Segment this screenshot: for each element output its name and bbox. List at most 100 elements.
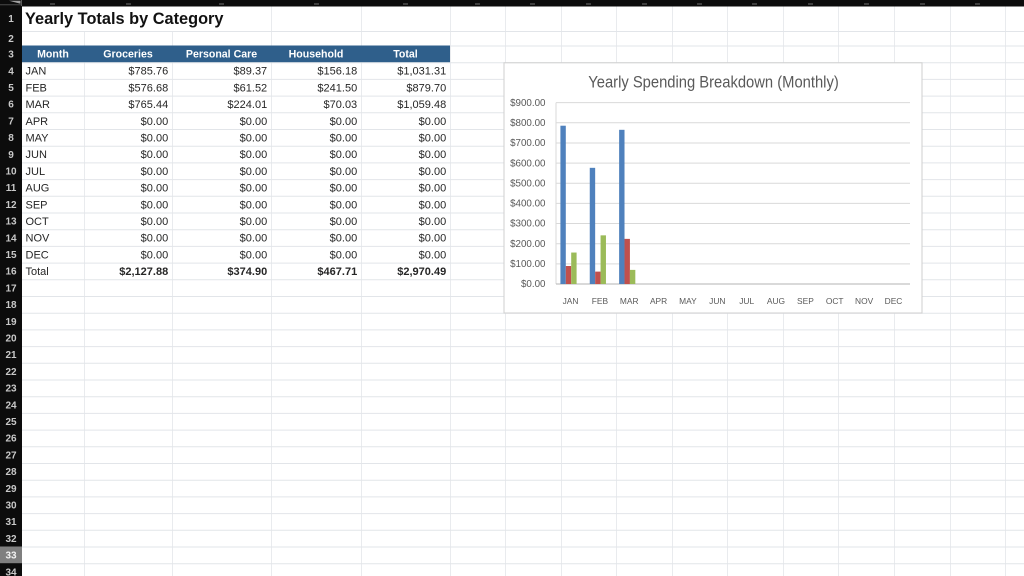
svg-text:$700.00: $700.00 (510, 138, 546, 149)
svg-text:23: 23 (5, 384, 17, 395)
svg-text:OCT: OCT (826, 296, 844, 306)
svg-text:5: 5 (8, 83, 14, 94)
svg-text:MAR: MAR (26, 99, 51, 111)
svg-text:14: 14 (5, 233, 17, 244)
svg-text:$0.00: $0.00 (141, 233, 169, 245)
svg-text:SEP: SEP (26, 199, 48, 211)
svg-text:18: 18 (5, 300, 17, 311)
svg-text:MAY: MAY (679, 296, 697, 306)
svg-text:20: 20 (5, 334, 17, 345)
svg-text:$300.00: $300.00 (510, 219, 546, 230)
svg-text:Personal Care: Personal Care (186, 48, 257, 60)
svg-text:$0.00: $0.00 (141, 249, 169, 261)
svg-text:APR: APR (26, 116, 49, 128)
svg-text:$224.01: $224.01 (227, 99, 267, 111)
svg-text:JUN: JUN (26, 149, 47, 161)
svg-text:DEC: DEC (885, 296, 903, 306)
svg-text:$0.00: $0.00 (240, 133, 268, 145)
svg-text:$0.00: $0.00 (419, 249, 447, 261)
svg-text:$0.00: $0.00 (330, 133, 358, 145)
svg-text:21: 21 (5, 350, 17, 361)
svg-text:Yearly Totals by Category: Yearly Totals by Category (25, 9, 224, 28)
svg-text:$1,059.48: $1,059.48 (397, 99, 446, 111)
svg-text:$0.00: $0.00 (330, 216, 358, 228)
svg-text:3: 3 (8, 50, 14, 61)
svg-text:$61.52: $61.52 (234, 82, 268, 94)
svg-text:FEB: FEB (26, 82, 47, 94)
svg-text:10: 10 (5, 167, 17, 178)
svg-text:13: 13 (5, 217, 17, 228)
svg-text:FEB: FEB (592, 296, 609, 306)
svg-text:7: 7 (8, 116, 14, 127)
svg-text:$0.00: $0.00 (330, 183, 358, 195)
svg-text:$0.00: $0.00 (330, 233, 358, 245)
svg-text:$0.00: $0.00 (419, 116, 447, 128)
svg-text:JUN: JUN (709, 296, 725, 306)
svg-text:NOV: NOV (855, 296, 874, 306)
svg-text:$2,970.49: $2,970.49 (397, 266, 446, 278)
svg-text:9: 9 (8, 150, 14, 161)
svg-text:Groceries: Groceries (103, 48, 153, 60)
svg-text:$0.00: $0.00 (330, 116, 358, 128)
svg-text:$156.18: $156.18 (317, 66, 357, 78)
svg-text:$1,031.31: $1,031.31 (397, 66, 446, 78)
svg-text:$0.00: $0.00 (141, 199, 169, 211)
svg-text:$0.00: $0.00 (419, 149, 447, 161)
svg-text:19: 19 (5, 317, 17, 328)
svg-text:$0.00: $0.00 (141, 166, 169, 178)
svg-text:Total: Total (26, 266, 49, 278)
svg-text:8: 8 (8, 133, 14, 144)
svg-text:$0.00: $0.00 (240, 199, 268, 211)
svg-text:$0.00: $0.00 (141, 116, 169, 128)
svg-text:28: 28 (5, 467, 17, 478)
svg-text:$0.00: $0.00 (419, 133, 447, 145)
svg-text:Total: Total (393, 48, 418, 60)
svg-text:$785.76: $785.76 (128, 66, 168, 78)
svg-text:4: 4 (8, 66, 14, 77)
svg-text:$500.00: $500.00 (510, 178, 546, 189)
svg-text:24: 24 (5, 400, 17, 411)
svg-text:11: 11 (6, 183, 17, 194)
svg-text:$0.00: $0.00 (141, 149, 169, 161)
svg-text:26: 26 (5, 434, 17, 445)
svg-text:Household: Household (289, 48, 344, 60)
svg-text:16: 16 (5, 267, 17, 278)
svg-text:$0.00: $0.00 (240, 166, 268, 178)
svg-text:$2,127.88: $2,127.88 (119, 266, 168, 278)
svg-text:NOV: NOV (26, 233, 51, 245)
svg-text:$0.00: $0.00 (330, 166, 358, 178)
svg-text:$0.00: $0.00 (240, 249, 268, 261)
svg-text:$467.71: $467.71 (317, 266, 357, 278)
svg-text:DEC: DEC (26, 249, 49, 261)
svg-text:$0.00: $0.00 (419, 183, 447, 195)
svg-text:$576.68: $576.68 (128, 82, 168, 94)
svg-text:$100.00: $100.00 (510, 259, 546, 270)
svg-text:$800.00: $800.00 (510, 118, 546, 129)
svg-text:APR: APR (650, 296, 667, 306)
svg-text:$0.00: $0.00 (330, 199, 358, 211)
svg-text:$765.44: $765.44 (128, 99, 168, 111)
svg-text:$0.00: $0.00 (419, 199, 447, 211)
svg-text:Yearly Spending Breakdown (Mon: Yearly Spending Breakdown (Monthly) (588, 72, 839, 91)
svg-text:$0.00: $0.00 (141, 183, 169, 195)
svg-text:$0.00: $0.00 (240, 233, 268, 245)
svg-text:$600.00: $600.00 (510, 158, 546, 169)
svg-text:$400.00: $400.00 (510, 199, 546, 210)
svg-text:SEP: SEP (797, 296, 814, 306)
svg-text:AUG: AUG (26, 183, 50, 195)
svg-text:$900.00: $900.00 (510, 98, 546, 109)
svg-text:32: 32 (5, 534, 17, 545)
svg-text:$0.00: $0.00 (141, 216, 169, 228)
svg-text:$70.03: $70.03 (324, 99, 358, 111)
svg-text:$879.70: $879.70 (406, 82, 446, 94)
svg-text:25: 25 (5, 417, 17, 428)
svg-text:30: 30 (5, 501, 17, 512)
svg-text:6: 6 (8, 100, 14, 111)
svg-text:$200.00: $200.00 (510, 239, 546, 250)
svg-text:$241.50: $241.50 (317, 82, 357, 94)
svg-text:34: 34 (5, 567, 17, 576)
svg-text:$374.90: $374.90 (227, 266, 267, 278)
svg-text:1: 1 (8, 14, 14, 25)
svg-text:15: 15 (5, 250, 17, 261)
svg-text:MAR: MAR (620, 296, 639, 306)
